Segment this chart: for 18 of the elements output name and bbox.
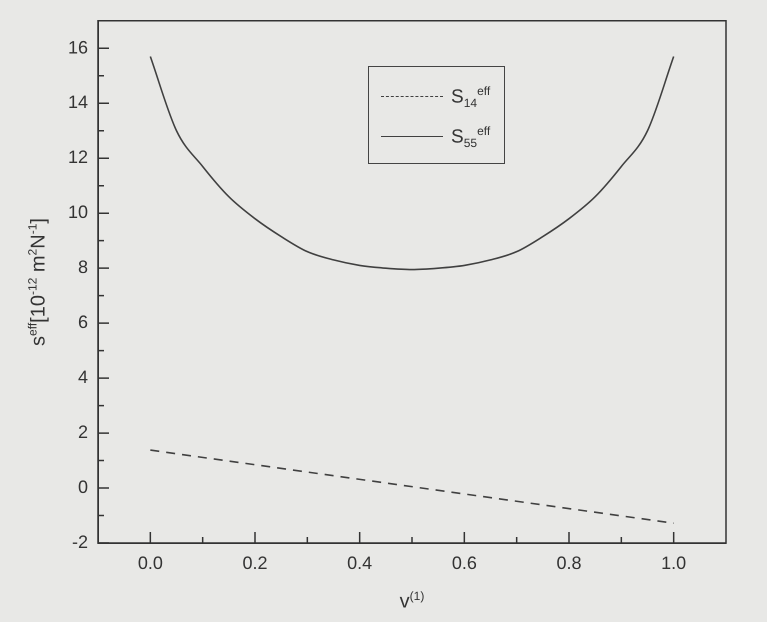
line-series [150,56,674,270]
y-tick-label: 4 [78,367,88,388]
y-tick-label: 10 [68,202,88,222]
y-tick-label: 0 [78,477,88,497]
y-tick-label: 6 [78,312,88,332]
x-tick-label: 0.2 [242,552,268,573]
y-tick-label: -2 [72,532,88,552]
y-tick-label: 8 [78,257,88,278]
y-tick-label: 12 [68,147,88,168]
x-tick-label: 0.0 [138,552,163,573]
x-axis-title: v$^{(1)}$ [400,589,424,614]
y-tick-label: 14 [68,92,88,112]
x-tick-label: 0.8 [556,552,582,573]
y-tick-label: 2 [78,422,88,442]
x-tick-label: 0.4 [347,552,372,573]
x-tick-label: 1.0 [661,552,686,573]
y-tick-label: 16 [68,37,88,58]
x-tick-label: 0.6 [452,552,477,573]
